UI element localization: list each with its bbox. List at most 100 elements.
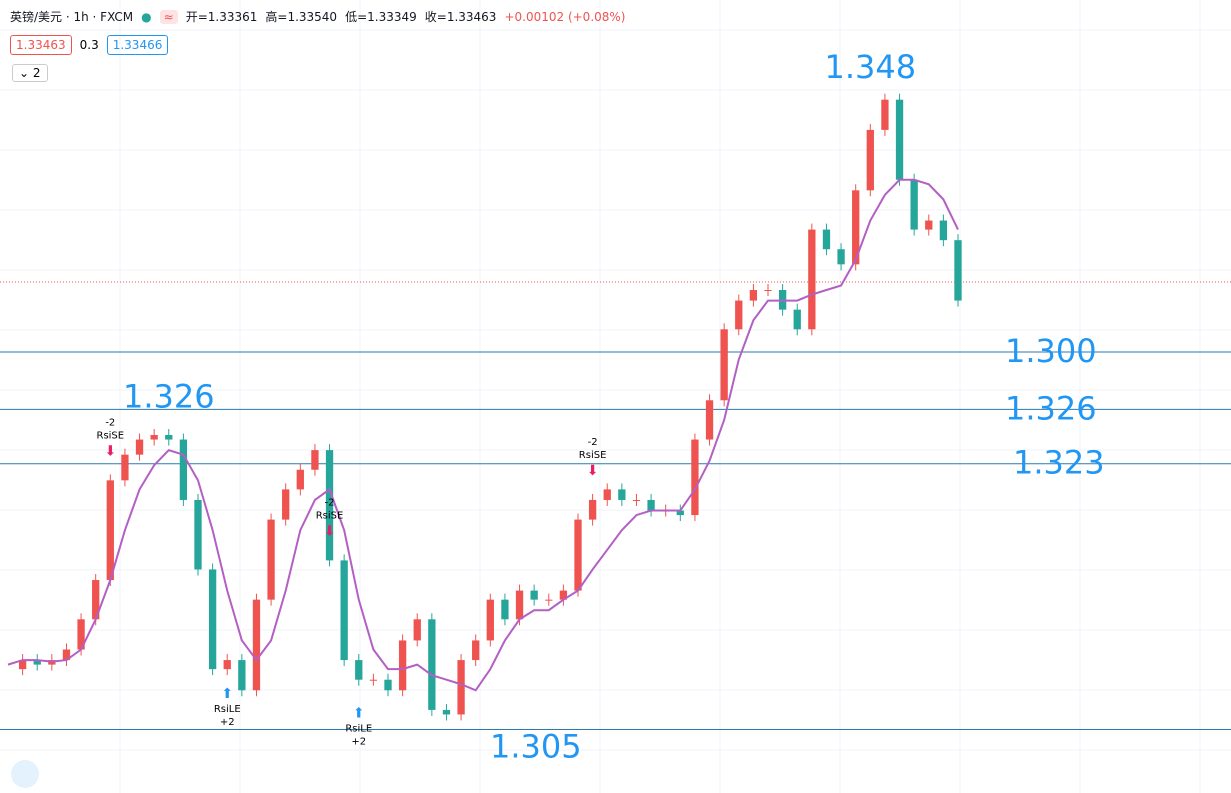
- candle-body: [676, 510, 684, 516]
- candle-body: [588, 499, 597, 520]
- ohlc-open: 开=1.33361: [185, 10, 258, 24]
- logo: [11, 760, 39, 788]
- signal-count: -2: [325, 497, 335, 508]
- price-annotation: 1.326: [123, 377, 215, 415]
- change: +0.00102 (+0.08%): [504, 9, 626, 24]
- candle-body: [530, 590, 538, 600]
- candle-body: [77, 619, 85, 650]
- symbol: 英镑/美元 · 1h · FXCM: [10, 10, 134, 24]
- spread: 0.3: [79, 38, 99, 52]
- signal-count: +2: [220, 717, 235, 728]
- candle-body: [398, 640, 407, 691]
- candle-body: [48, 660, 56, 665]
- indicator-count: 2: [32, 66, 41, 80]
- candle-body: [515, 590, 524, 620]
- signal-name: RsiSE: [579, 450, 607, 461]
- candle-body: [574, 519, 582, 591]
- candle-body: [18, 660, 27, 670]
- candle-body: [413, 619, 421, 641]
- candle-body: [428, 619, 436, 710]
- ohlc-close: 收=1.33463: [424, 10, 497, 24]
- candle-body: [735, 300, 743, 330]
- candle-body: [106, 480, 114, 581]
- ma-line: [7, 178, 959, 692]
- candle-body: [486, 599, 494, 641]
- candle-body: [778, 290, 787, 310]
- candle-body: [895, 99, 904, 180]
- candle-body: [910, 179, 918, 230]
- candle-body: [340, 560, 348, 661]
- candle-body: [559, 590, 568, 600]
- candle-body: [939, 220, 948, 241]
- signal-arrow: ⬇: [587, 463, 599, 479]
- candle-body: [501, 599, 509, 620]
- candle-body: [282, 489, 290, 520]
- trade-row: 1.33463 0.3 1.33466: [10, 35, 169, 55]
- candle-body: [311, 450, 319, 470]
- candle-body: [881, 99, 889, 130]
- signal-arrow: ⬆: [353, 706, 365, 722]
- candle-body: [793, 309, 801, 330]
- candle-body: [764, 290, 772, 292]
- candle-body: [632, 499, 641, 501]
- header: 英镑/美元 · 1h · FXCM ● ≈ 开=1.33361 高=1.33540…: [10, 9, 626, 24]
- candle-body: [135, 439, 144, 455]
- candle-body: [457, 660, 465, 715]
- level-label: 1.326: [1005, 389, 1097, 427]
- signal-arrow: ⬇: [324, 523, 336, 539]
- level-label: 1.305: [490, 728, 582, 766]
- signal-count: -2: [588, 437, 598, 448]
- candle-body: [837, 249, 845, 265]
- indicator-toggle[interactable]: ⌄ 2: [12, 64, 48, 82]
- candle-body: [720, 329, 728, 401]
- signal-arrow: ⬇: [104, 443, 116, 459]
- candle-body: [355, 660, 363, 680]
- candle-body: [545, 599, 553, 601]
- ohlc-low: 低=1.33349: [345, 10, 417, 24]
- candle-body: [223, 660, 231, 670]
- candle-body: [618, 489, 626, 500]
- ohlc-high: 高=1.33540: [265, 10, 338, 24]
- candle-body: [808, 229, 816, 330]
- candle-body: [442, 709, 451, 715]
- candle-body: [267, 519, 275, 600]
- candle-body: [662, 510, 670, 512]
- candle-body: [472, 640, 480, 661]
- candle-body: [603, 489, 611, 500]
- candle-body: [325, 450, 334, 561]
- candle-body: [62, 649, 71, 661]
- signal-name: RsiSE: [316, 510, 344, 521]
- level-label: 1.323: [1013, 444, 1105, 482]
- candle-body: [925, 220, 933, 230]
- candle-body: [852, 190, 860, 265]
- candle-body: [369, 679, 378, 681]
- signal-name: RsiSE: [97, 430, 125, 441]
- candle-body: [252, 599, 261, 691]
- candle-body: [866, 129, 874, 191]
- candle-body: [121, 454, 129, 481]
- buy-button[interactable]: 1.33466: [106, 35, 169, 55]
- price-annotation: 1.348: [825, 48, 917, 86]
- candle-body: [150, 435, 158, 440]
- signal-name: RsiLE: [214, 704, 241, 715]
- candle-body: [691, 439, 699, 516]
- signal-arrow: ⬆: [221, 686, 233, 702]
- candle-body: [208, 569, 217, 670]
- candle-body: [384, 679, 392, 691]
- signal-name: RsiLE: [345, 724, 372, 735]
- level-label: 1.300: [1005, 332, 1097, 370]
- candle-body: [296, 469, 304, 490]
- candle-body: [822, 229, 831, 250]
- candle-body: [954, 240, 962, 301]
- candle-body: [749, 290, 758, 301]
- candle-body: [165, 435, 173, 440]
- candle-body: [647, 499, 655, 511]
- candle-body: [705, 400, 714, 440]
- candle-body: [179, 439, 188, 500]
- candle-body: [238, 660, 246, 691]
- signal-count: -2: [105, 417, 115, 428]
- sell-button[interactable]: 1.33463: [10, 35, 72, 55]
- signal-count: +2: [351, 737, 366, 748]
